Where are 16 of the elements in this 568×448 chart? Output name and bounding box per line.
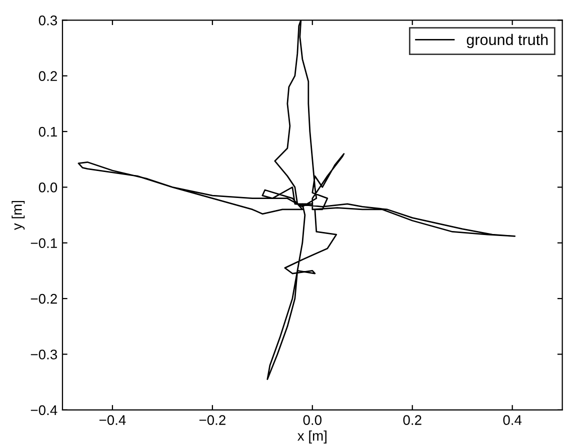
- y-tick-label: −0.2: [30, 294, 57, 304]
- y-axis-title: y [m]: [12, 200, 25, 230]
- x-tick-label: 0.4: [503, 415, 522, 425]
- y-tick-label: 0.0: [38, 182, 58, 192]
- x-tick-label: −0.4: [99, 415, 126, 425]
- y-tick-label: −0.4: [30, 405, 58, 416]
- y-tick-label: −0.3: [30, 350, 58, 360]
- legend-label: ground truth: [466, 34, 548, 48]
- y-tick-label: 0.1: [38, 126, 57, 137]
- x-tick-label: −0.2: [199, 415, 226, 425]
- x-tick-label: 0.2: [403, 415, 422, 425]
- x-tick-label: 0.0: [303, 415, 322, 425]
- x-axis-title: x [m]: [298, 430, 326, 444]
- y-tick-label: 0.3: [38, 15, 58, 26]
- y-tick-label: 0.2: [38, 71, 57, 82]
- y-tick-label: −0.1: [30, 238, 57, 248]
